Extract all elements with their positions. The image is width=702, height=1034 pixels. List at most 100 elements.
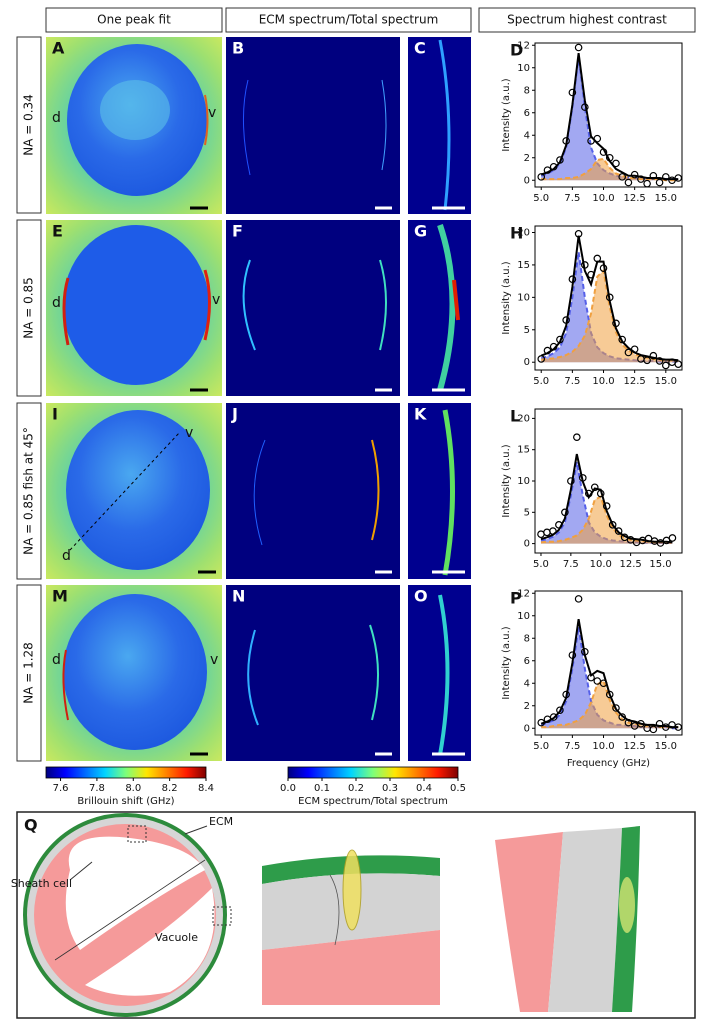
data-point [674,174,683,182]
panel-letter: E [52,222,63,241]
y-tick-label: 8 [524,633,530,644]
data-point [587,673,595,682]
panel-letter: F [232,222,243,241]
plot-frame [534,590,683,736]
y-tick-label: 10 [517,476,530,487]
data-point [596,489,605,498]
orientation-mark: v [212,292,220,308]
data-point [624,348,633,357]
x-tick-label: 5.0 [533,741,549,752]
data-point [574,43,583,52]
data-point [549,713,558,721]
data-point [602,502,611,510]
orientation-mark: d [52,295,61,311]
data-point [537,173,546,181]
data-point [549,162,558,171]
data-point [567,477,575,485]
column-header: ECM spectrum/Total spectrum [259,13,439,27]
data-point [568,275,577,283]
data-point [573,433,581,441]
data-point [637,175,645,183]
x-tick-label: 15.0 [655,193,677,204]
panel-letter: B [232,39,244,58]
data-point [562,316,570,324]
y-tick-label: 0 [524,357,530,368]
orientation-mark: v [210,652,218,668]
y-tick-label: 0 [524,723,530,734]
y-tick-label: 5 [524,507,530,518]
data-point [556,335,564,344]
x-tick-label: 10.0 [592,376,614,387]
y-tick-label: 10 [517,63,530,74]
x-tick-label: 10.0 [590,559,612,570]
data-point [674,360,683,368]
data-point [590,483,599,492]
header-box [225,7,472,33]
data-point [662,173,670,181]
data-point [562,690,570,699]
data-point [587,270,595,279]
data-point [593,254,602,263]
total-fit [540,618,679,729]
data-point [543,528,551,537]
data-point [605,153,614,162]
data-point [655,357,664,365]
y-axis-label: Intensity (a.u.) [501,261,512,334]
y-axis-label: Intensity (a.u.) [501,444,512,517]
data-point [543,346,552,355]
data-point [568,88,577,97]
data-point [618,173,627,181]
x-tick-label: 10.0 [592,193,614,204]
data-point [655,178,664,187]
plot-frame [534,42,683,188]
data-point [608,521,617,529]
colorbar-tick-label: 7.6 [53,783,69,794]
panel-letter: O [414,587,428,606]
data-point [556,156,564,164]
panel-letter: G [414,222,427,241]
data-point [581,261,589,269]
data-point [555,521,563,529]
data-point [612,319,620,328]
y-tick-label: 6 [524,108,530,119]
x-tick-label: 12.5 [624,376,646,387]
x-tick-label: 12.5 [624,741,646,752]
data-point [581,103,589,111]
colorbar-tick-label: 0.1 [314,783,330,794]
y-tick-label: 8 [524,85,530,96]
y-tick-label: 20 [517,413,530,424]
x-tick-label: 5.0 [533,376,549,387]
orientation-mark: d [52,652,61,668]
data-point [612,704,620,712]
x-tick-label: 7.5 [563,559,579,570]
y-tick-label: 10 [517,611,530,622]
y-tick-label: 15 [517,445,530,456]
data-point [581,647,589,656]
data-point [599,679,608,688]
peak-fit [541,157,679,182]
data-point [614,527,623,535]
data-point [574,595,583,603]
panel-letter: Q [24,816,38,835]
colorbar-tick-label: 0.4 [416,783,432,794]
panel-letter: I [52,405,58,424]
chart-title: P [510,589,522,608]
x-axis-label: Frequency (GHz) [567,758,650,769]
data-point [579,474,587,482]
panel-letter: C [414,39,426,58]
peak-area [540,496,673,544]
data-point [618,713,627,721]
row-label: NA = 1.28 [22,642,36,704]
data-point [599,148,608,156]
peak-fit [541,268,679,362]
peak-area [541,270,679,363]
data-point [668,534,677,542]
y-tick-label: 0 [524,539,530,550]
panel-letter: A [52,39,65,58]
data-point [593,134,602,143]
y-tick-label: 0 [524,175,530,186]
data-point [599,264,608,272]
colorbar-tick-label: 0.2 [348,783,364,794]
row-label-box [16,402,42,580]
chart-title: L [510,407,520,426]
